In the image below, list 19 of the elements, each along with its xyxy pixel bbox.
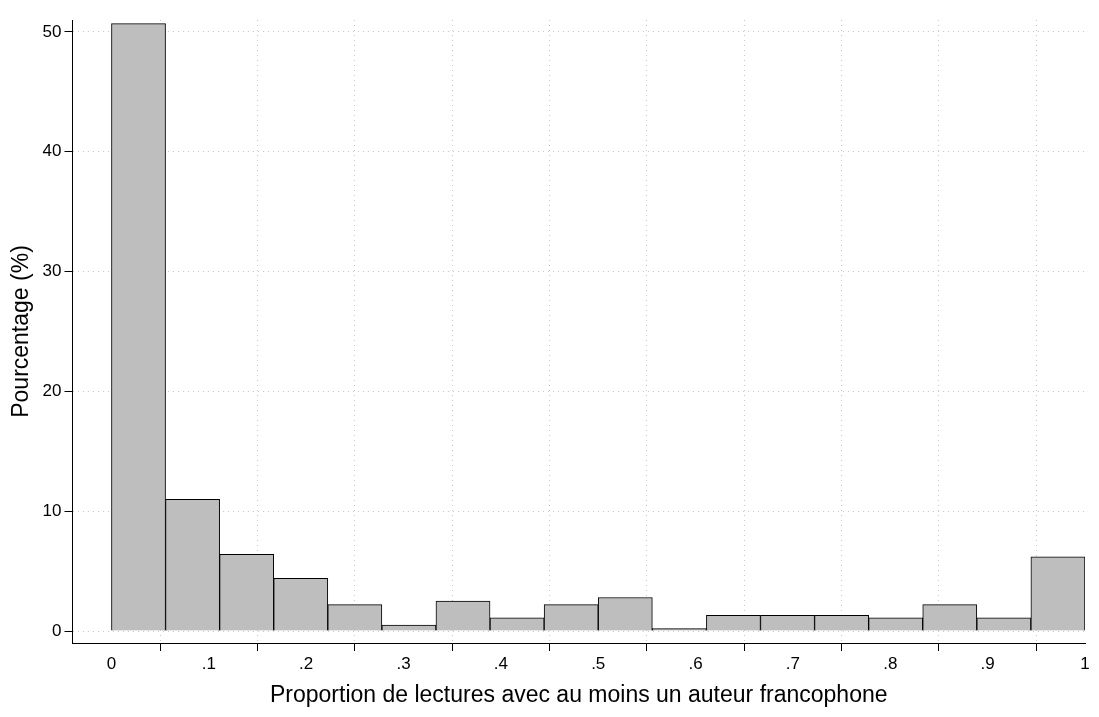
x-tick-label: 0 — [106, 653, 117, 673]
x-tick-label: 1 — [1080, 653, 1090, 673]
x-tick-label: .1 — [201, 653, 216, 673]
x-tick-label: .8 — [883, 653, 898, 673]
y-tick-label: 50 — [42, 21, 62, 41]
x-tick-label: .4 — [493, 653, 508, 673]
x-axis-title: Proportion de lectures avec au moins un auteur francophone — [269, 680, 888, 707]
y-tick-label: 30 — [42, 261, 62, 281]
x-tick-label: .7 — [785, 653, 801, 673]
y-tick-label: 40 — [42, 141, 62, 161]
y-tick-label: 10 — [42, 500, 62, 520]
y-tick-label: 20 — [42, 381, 62, 401]
y-tick-label: 0 — [52, 620, 62, 640]
x-tick-label: .2 — [299, 653, 314, 673]
x-tick-label: .5 — [591, 653, 606, 673]
y-axis-title: Pourcentage (%) — [7, 245, 34, 418]
x-tick-label: .6 — [688, 653, 703, 673]
x-tick-label: .9 — [980, 653, 995, 673]
x-tick-label: .3 — [396, 653, 411, 673]
